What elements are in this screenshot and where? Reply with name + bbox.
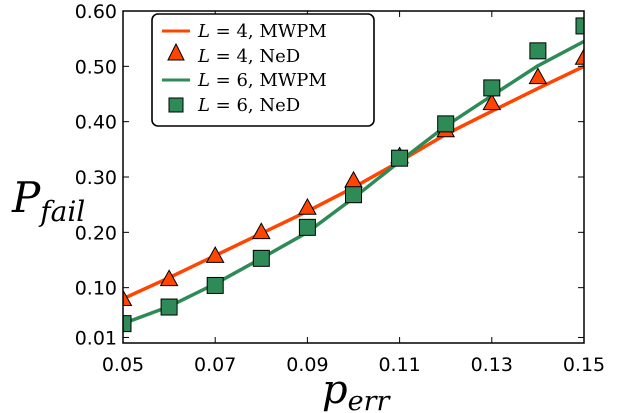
triangle-marker (344, 170, 363, 188)
series-layer (123, 17, 584, 333)
square-marker (483, 79, 501, 97)
square-marker (206, 276, 224, 294)
y-tick-label: 0.20 (75, 222, 117, 244)
square-marker (529, 42, 547, 60)
legend-label-l4-ned: L = 4, NeD (197, 46, 300, 67)
square-marker (298, 218, 316, 236)
x-axis-label: perr (322, 367, 391, 413)
y-tick-label: 0.50 (75, 56, 117, 78)
square-marker (252, 249, 270, 267)
x-axis-label-sub: err (348, 386, 392, 413)
ticks-layer: 0.05 0.07 0.09 0.11 0.13 0.15 0.01 0.10 0.20 0.30… (75, 1, 605, 376)
legend-eq: = 4, (210, 46, 259, 67)
triangle-marker (298, 197, 317, 215)
y-tick-label: 0.40 (75, 112, 117, 134)
legend: L = 4, MWPM L = 4, NeD L = 6, MWPM L = 6… (151, 13, 375, 127)
square-marker (123, 315, 132, 333)
x-tick-label: 0.15 (563, 354, 605, 376)
legend-var: L (197, 95, 210, 116)
triangle-marker (159, 269, 179, 287)
triangle-marker (123, 289, 133, 307)
legend-method: MWPM (259, 21, 326, 42)
y-axis-label-sub: fail (38, 195, 85, 228)
y-tick-label: 0.60 (75, 1, 117, 23)
x-tick-label: 0.11 (378, 354, 420, 376)
legend-eq: = 6, (210, 95, 259, 116)
y-tick-label: 0.10 (75, 278, 117, 300)
legend-box (151, 13, 375, 127)
x-tick-label: 0.07 (194, 354, 236, 376)
legend-swatch-l6-ned (168, 97, 184, 113)
y-tick-label: 0.30 (75, 167, 117, 189)
x-tick-label: 0.09 (286, 354, 328, 376)
triangle-marker (528, 67, 548, 85)
series-clip-group (123, 17, 584, 333)
legend-var: L (197, 70, 210, 91)
legend-eq: = 4, (210, 21, 259, 42)
legend-method: NeD (259, 46, 300, 67)
legend-var: L (197, 46, 210, 67)
x-tick-label: 0.05 (102, 354, 144, 376)
square-marker (437, 115, 455, 133)
x-tick-label: 0.13 (471, 354, 513, 376)
legend-swatch-l4-ned (167, 42, 185, 61)
legend-label-l6-ned: L = 6, NeD (197, 95, 300, 116)
x-axis-label-base: p (322, 367, 348, 413)
square-marker (575, 17, 584, 35)
square-marker (160, 298, 178, 316)
y-tick-label: 0.01 (75, 327, 117, 349)
legend-label-l6-mwpm: L = 6, MWPM (197, 70, 327, 91)
legend-method: MWPM (259, 70, 326, 91)
triangle-marker (482, 93, 502, 111)
square-marker (391, 149, 409, 167)
square-marker (345, 186, 362, 204)
triangle-marker (205, 246, 225, 263)
y-axis-label: Pfail (11, 173, 85, 228)
triangle-marker (251, 222, 271, 240)
legend-label-l4-mwpm: L = 4, MWPM (197, 21, 327, 42)
y-axis-label-base: P (11, 173, 41, 222)
legend-eq: = 6, (210, 70, 259, 91)
triangle-marker (574, 47, 584, 65)
legend-method: NeD (259, 95, 300, 116)
legend-var: L (197, 21, 210, 42)
